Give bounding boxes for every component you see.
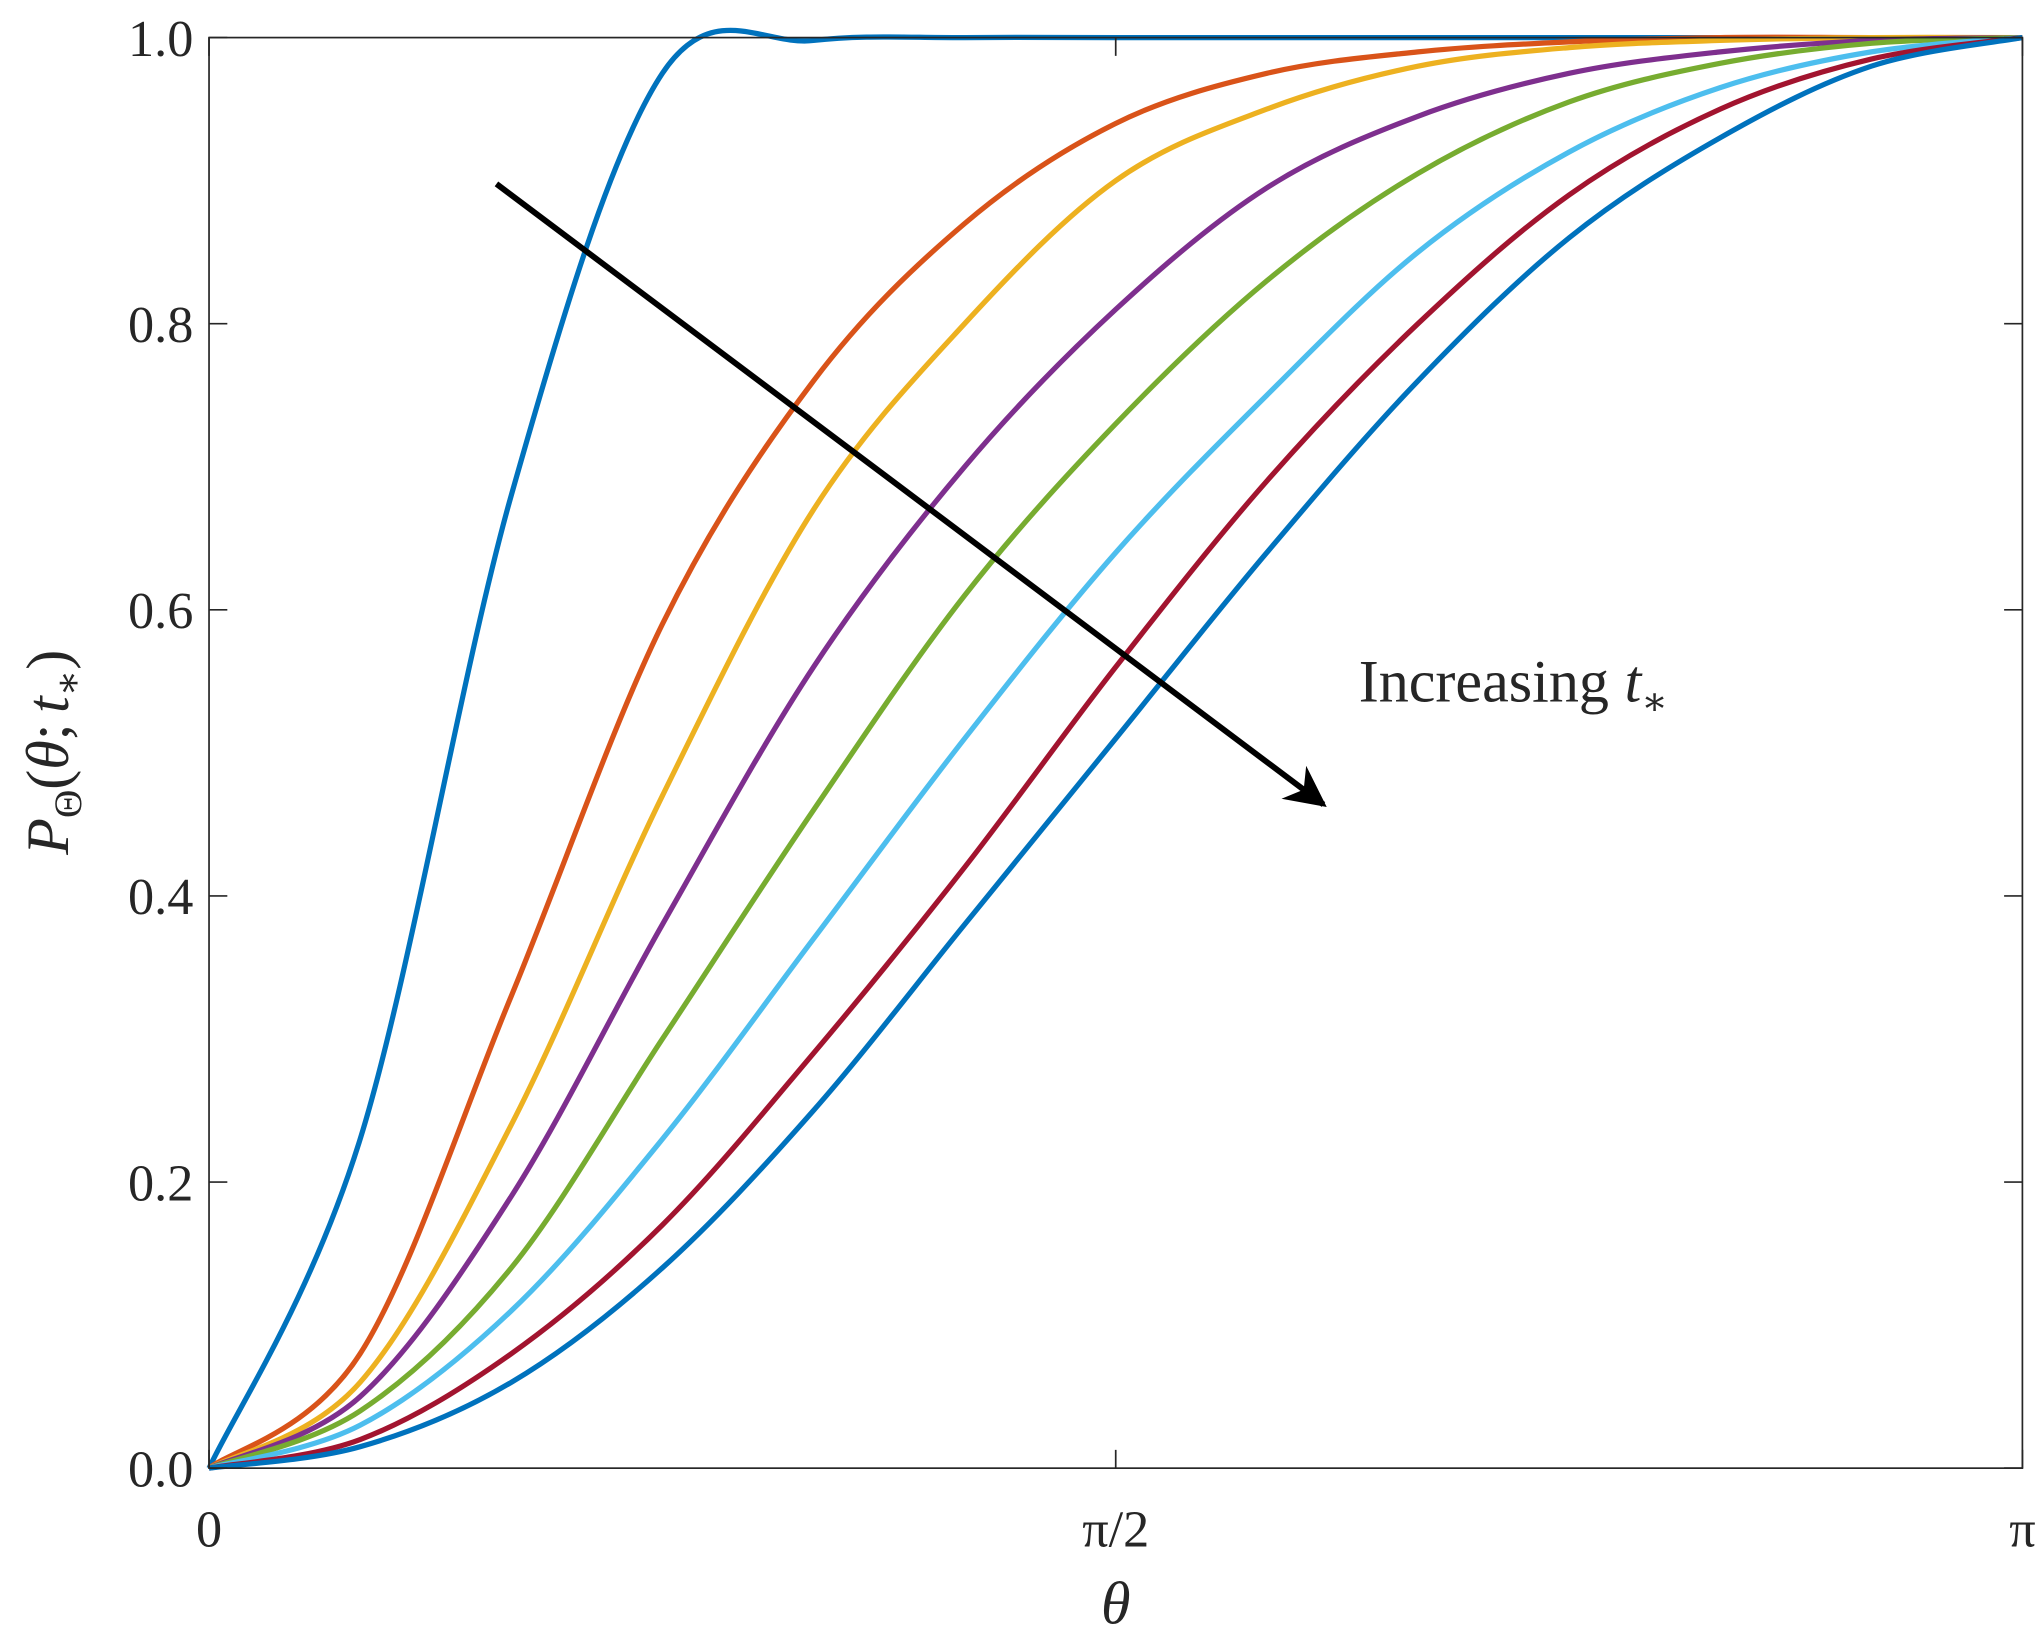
y-label-arg: θ [14,740,81,770]
y-axis-label: PΘ(θ; t∗) [14,650,90,856]
annotation-text: Increasing [1359,647,1609,714]
x-tick-label: π [2009,1501,2035,1559]
series-line [208,34,2023,1471]
series-line [207,34,2023,1471]
y-tick-label: 0.6 [128,582,193,640]
x-tick-label: π/2 [1082,1501,1149,1559]
series-line [206,27,2023,1470]
y-label-arg: t [14,695,81,713]
y-tick-label: 0.2 [128,1154,193,1212]
series-line [208,34,2023,1471]
axes-box [208,36,2024,1470]
series-line [207,34,2023,1471]
x-tick-label: 0 [196,1501,222,1559]
annotation-subscript: ∗ [1641,680,1668,723]
annotation-arrow [494,181,1327,807]
series-line [208,34,2023,1471]
annotation: Increasing t∗ [1359,647,1668,723]
y-tick-label: 0.8 [128,296,193,354]
annotation-symbol: t [1625,647,1643,714]
y-label-subscript: Θ [47,790,90,818]
x-axis-label: θ [1101,1570,1131,1637]
y-tick-label: 0.4 [128,868,193,926]
y-tick-label: 0.0 [128,1440,193,1498]
y-label-symbol: P [14,818,81,856]
series-line [207,34,2023,1471]
plot-lines [206,27,2023,1471]
y-label-subscript: ∗ [47,670,90,697]
y-label-paren: ( [14,770,81,790]
series-line [208,35,2023,1471]
y-tick-label: 1.0 [128,10,193,68]
y-label-paren: ) [14,650,81,670]
y-label-sep: ; [14,723,81,740]
